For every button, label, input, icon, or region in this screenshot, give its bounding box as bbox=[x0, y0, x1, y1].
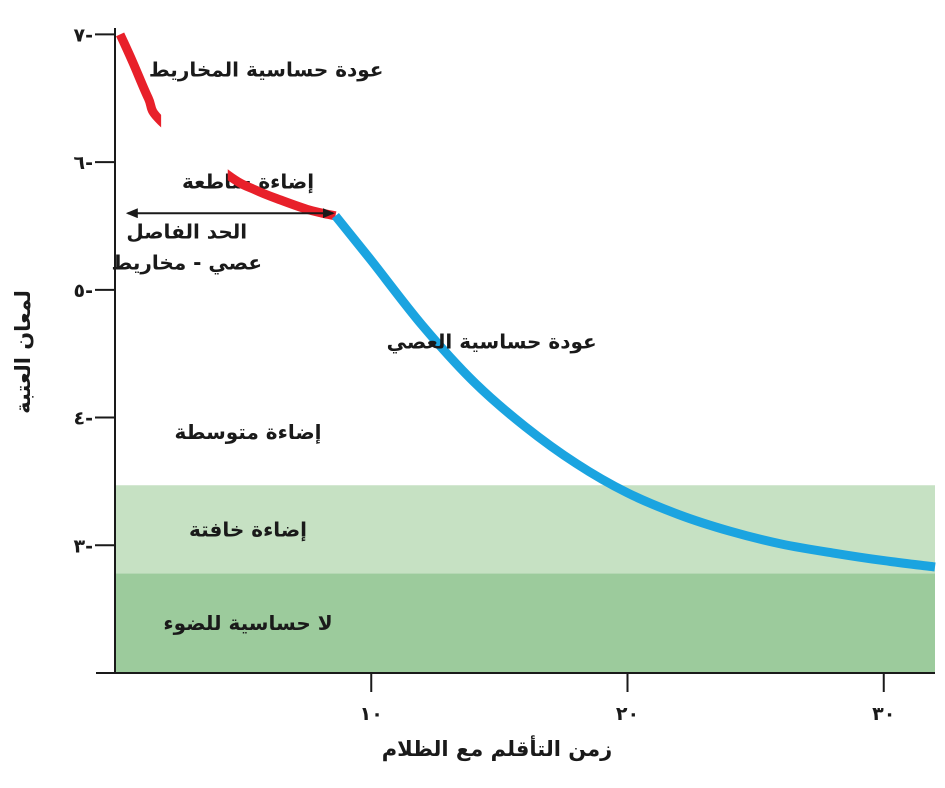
annotation-3: عودة حساسية العصي bbox=[387, 330, 597, 355]
y-tick-label-3: ٦- bbox=[74, 152, 94, 174]
annotation-2: عودة حساسية المخاريط bbox=[149, 58, 384, 82]
ticks-layer: ٣- ٤- ٥- ٦- ٧- ١٠ ٢٠ ٣٠ bbox=[74, 24, 896, 725]
x-tick-label-0: ١٠ bbox=[360, 703, 383, 725]
x-tick-label-2: ٣٠ bbox=[872, 703, 895, 725]
annotation-1: عصي - مخاريط bbox=[111, 250, 262, 275]
series-1-line bbox=[331, 212, 936, 572]
band-label-1: إضاءة خافتة bbox=[189, 517, 307, 541]
band-label-2: إضاءة متوسطة bbox=[174, 420, 321, 444]
y-tick-label-2: ٥- bbox=[74, 280, 94, 302]
band-0 bbox=[115, 573, 935, 673]
y-tick-label-1: ٤- bbox=[74, 408, 94, 430]
band-label-0: لا حساسية للضوء bbox=[163, 611, 332, 635]
y-axis-title: لمعان العتبة bbox=[11, 290, 35, 414]
x-tick-label-1: ٢٠ bbox=[616, 703, 639, 725]
y-tick-label-4: ٧- bbox=[74, 24, 94, 46]
band-1 bbox=[115, 485, 935, 574]
y-tick-label-0: ٣- bbox=[74, 535, 94, 557]
annotation-0: الحد الفاصل bbox=[126, 220, 247, 244]
x-axis-title: زمن التأقلم مع الظلام bbox=[382, 734, 612, 761]
annotations-layer: الحد الفاصل عصي - مخاريط عودة حساسية المخا… bbox=[111, 58, 596, 355]
